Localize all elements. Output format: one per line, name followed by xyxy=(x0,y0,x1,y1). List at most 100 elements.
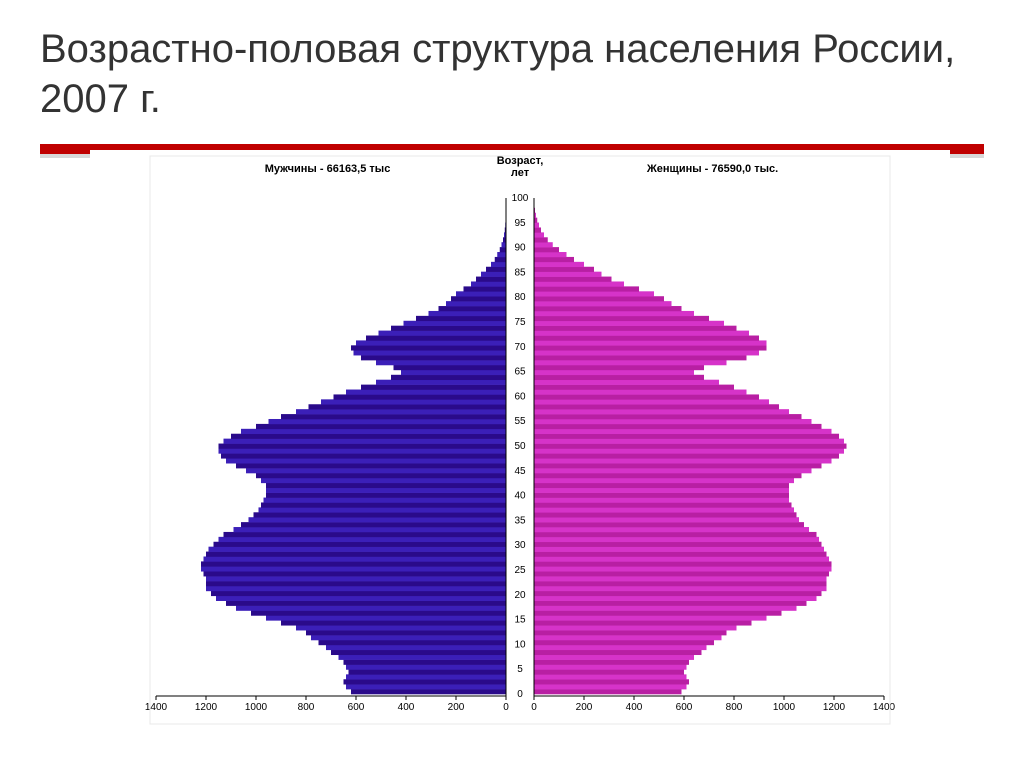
male-bar xyxy=(219,444,507,449)
female-bar xyxy=(534,630,727,635)
male-bar xyxy=(211,591,506,596)
female-bar xyxy=(534,488,789,493)
female-bar xyxy=(534,576,827,581)
female-bar xyxy=(534,262,584,267)
male-bar xyxy=(491,262,506,267)
x-tick-label: 1000 xyxy=(245,702,268,713)
male-bar xyxy=(266,488,506,493)
male-bar xyxy=(214,542,507,547)
male-bar xyxy=(269,419,507,424)
y-tick: 75 xyxy=(514,317,526,328)
male-bar xyxy=(334,394,507,399)
female-bar xyxy=(534,596,817,601)
female-bar xyxy=(534,336,759,341)
female-bar xyxy=(534,277,612,282)
female-bar xyxy=(534,620,752,625)
female-bar xyxy=(534,532,817,537)
male-bar xyxy=(306,630,506,635)
male-bar xyxy=(281,414,506,419)
female-bar xyxy=(534,679,689,684)
female-bar xyxy=(534,586,827,591)
x-tick-label: 600 xyxy=(348,702,365,713)
male-bar xyxy=(264,498,507,503)
female-bar xyxy=(534,399,769,404)
male-bar xyxy=(404,321,507,326)
y-tick: 25 xyxy=(514,565,526,576)
y-tick: 85 xyxy=(514,267,526,278)
female-bar xyxy=(534,512,797,517)
x-tick-label: 1200 xyxy=(823,702,846,713)
male-bar xyxy=(319,640,507,645)
female-bar xyxy=(534,502,792,507)
female-bar xyxy=(534,601,807,606)
male-bar xyxy=(259,507,507,512)
female-bar xyxy=(534,385,734,390)
male-bar xyxy=(261,478,506,483)
female-bar xyxy=(534,414,802,419)
male-bar xyxy=(221,453,506,458)
male-bar xyxy=(344,679,507,684)
x-tick-label: 400 xyxy=(398,702,415,713)
male-bar xyxy=(246,468,506,473)
male-bar xyxy=(241,429,506,434)
female-bar xyxy=(534,429,832,434)
female-bar xyxy=(534,684,687,689)
female-bar xyxy=(534,611,782,616)
male-bar xyxy=(349,669,507,674)
male-bar xyxy=(376,360,506,365)
male-bar xyxy=(331,650,506,655)
male-bar xyxy=(296,625,506,630)
male-bar xyxy=(481,272,506,277)
slide-title: Возрастно-половая структура населения Ро… xyxy=(0,0,1024,140)
female-bar xyxy=(534,434,839,439)
male-bar xyxy=(464,286,507,291)
female-bar xyxy=(534,635,722,640)
x-tick-label: 800 xyxy=(726,702,743,713)
male-bar xyxy=(281,620,506,625)
female-bar xyxy=(534,556,829,561)
female-bar xyxy=(534,483,789,488)
female-bar xyxy=(534,522,804,527)
male-bar xyxy=(241,522,506,527)
male-bar xyxy=(219,537,507,542)
female-bar xyxy=(534,439,844,444)
female-bar xyxy=(534,571,829,576)
female-bar xyxy=(534,527,809,532)
y-axis-title-2: лет xyxy=(511,167,530,179)
female-bar xyxy=(534,227,541,232)
y-tick: 0 xyxy=(517,689,523,700)
male-bar xyxy=(346,665,506,670)
male-bar xyxy=(346,390,506,395)
female-bar xyxy=(534,355,747,360)
male-bar xyxy=(376,380,506,385)
female-bar xyxy=(534,360,727,365)
female-bar xyxy=(534,380,719,385)
male-bar xyxy=(256,473,506,478)
male-bar xyxy=(206,552,506,557)
female-bar xyxy=(534,340,767,345)
female-bar xyxy=(534,650,702,655)
female-bar xyxy=(534,448,844,453)
y-tick: 10 xyxy=(514,639,526,650)
female-bar xyxy=(534,326,737,331)
female-bar xyxy=(534,321,724,326)
female-bar xyxy=(534,444,847,449)
male-bar xyxy=(204,571,507,576)
male-bar xyxy=(346,684,506,689)
female-bar xyxy=(534,296,664,301)
male-bar xyxy=(346,674,506,679)
female-bar xyxy=(534,478,794,483)
female-bar xyxy=(534,409,789,414)
female-bar xyxy=(534,547,824,552)
female-bar xyxy=(534,458,832,463)
male-bar xyxy=(226,458,506,463)
x-tick-label: 600 xyxy=(676,702,693,713)
female-bar xyxy=(534,640,714,645)
female-bar xyxy=(534,390,747,395)
female-bar xyxy=(534,331,749,336)
x-tick-label: 200 xyxy=(448,702,465,713)
female-bar xyxy=(534,473,802,478)
y-tick: 70 xyxy=(514,342,526,353)
male-bar xyxy=(266,483,506,488)
female-bar xyxy=(534,370,694,375)
